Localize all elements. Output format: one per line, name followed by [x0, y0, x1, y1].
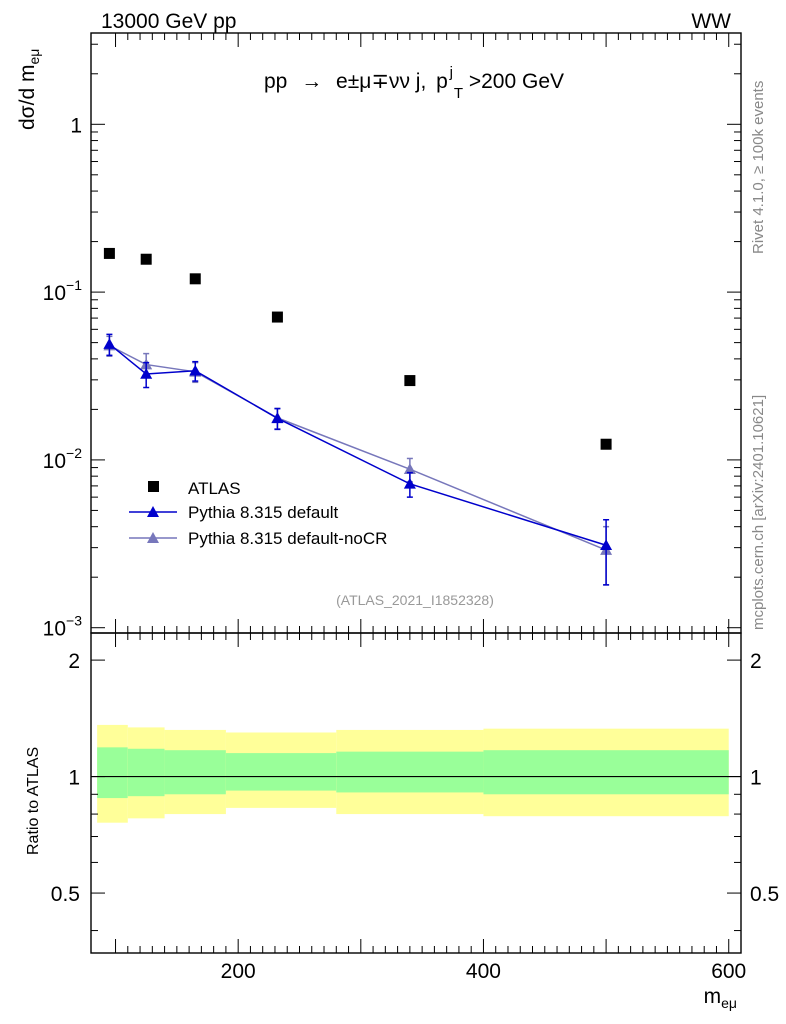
analysis-reference-label: (ATLAS_2021_I1852328) [336, 592, 494, 608]
ratio-stat-band [225, 753, 337, 791]
legend-label-default: Pythia 8.315 default [188, 503, 339, 522]
ratio-y-tick-label: 2 [68, 650, 80, 673]
legend-marker-default [147, 506, 159, 517]
ratio-bands [97, 724, 729, 823]
main-y-ticks: 1 10−1 10−2 10−3 [43, 43, 741, 641]
mcplots-label: mcplots.cern.ch [arXiv:2401.10621] [750, 395, 767, 630]
ratio-y-tick-label-right: 2 [750, 650, 762, 673]
x-tick-label: 400 [466, 960, 501, 983]
header-energy-label: 13000 GeV pp [101, 10, 236, 33]
legend: ATLAS Pythia 8.315 default Pythia 8.315 … [129, 479, 387, 548]
ratio-y-ticks: 0.5 0.5 1 1 2 2 [51, 650, 779, 932]
ratio-panel: 0.5 0.5 1 1 2 2 200 400 600 Ratio to ATLAS meμ [25, 632, 779, 1011]
plot-title: pp → e±μ∓νν j, p j T >200 GeV [264, 59, 564, 103]
main-y-axis-label: dσ/d meμ [16, 49, 42, 130]
main-y-tick-label: 10−2 [43, 445, 83, 473]
ratio-y-tick-label: 1 [68, 767, 80, 790]
point-atlas [103, 247, 115, 259]
ratio-stat-band [127, 748, 165, 797]
legend-label-atlas: ATLAS [188, 479, 241, 498]
main-panel: 1 10−1 10−2 10−3 pp → e±μ∓νν j, p j T >200 … [16, 32, 742, 641]
ratio-stat-band [97, 747, 128, 799]
point-atlas [404, 375, 416, 387]
point-atlas [600, 438, 612, 450]
x-tick-label: 200 [221, 960, 256, 983]
x-axis-label: meμ [704, 985, 737, 1011]
main-y-tick-label: 10−1 [43, 277, 83, 305]
point-default [189, 364, 202, 376]
ratio-stat-band [483, 750, 729, 795]
point-default [103, 338, 116, 349]
rivet-version-label: Rivet 4.1.0, ≥ 100k events [750, 81, 767, 254]
point-nocr [403, 463, 416, 475]
point-atlas [140, 253, 152, 265]
main-series [103, 247, 613, 586]
legend-label-nocr: Pythia 8.315 default-noCR [188, 529, 387, 548]
ratio-y-tick-label-right: 0.5 [750, 883, 779, 906]
point-atlas [189, 273, 201, 285]
legend-marker-atlas [148, 481, 159, 492]
point-default [403, 477, 416, 489]
ratio-stat-band [336, 751, 484, 793]
point-atlas [271, 311, 283, 323]
ratio-y-tick-label-right: 1 [750, 767, 762, 790]
series-line-default [108, 343, 607, 546]
main-y-tick-label: 10−3 [43, 613, 83, 641]
header-process-label: WW [691, 10, 731, 33]
main-y-tick-label: 1 [70, 114, 82, 137]
ratio-x-ticks: 200 400 600 [115, 633, 746, 983]
ratio-stat-band [164, 750, 226, 795]
point-default [600, 539, 613, 551]
point-default [140, 368, 153, 379]
point-default [271, 412, 284, 424]
ratio-y-axis-label: Ratio to ATLAS [25, 747, 42, 855]
legend-marker-nocr [147, 532, 159, 543]
series-line-nocr [109, 344, 607, 551]
main-x-ticks [115, 33, 730, 633]
x-tick-label: 600 [711, 960, 746, 983]
ratio-y-tick-label: 0.5 [51, 883, 80, 906]
ratio-panel-frame [90, 632, 742, 954]
